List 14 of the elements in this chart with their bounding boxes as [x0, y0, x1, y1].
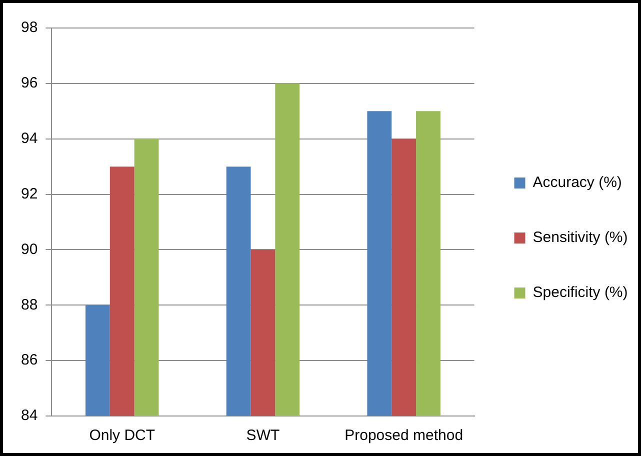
y-tick-label: 98 [20, 19, 38, 36]
legend-label: Sensitivity (%) [532, 229, 628, 246]
y-tick-label: 96 [20, 74, 38, 92]
legend-label: Specificity (%) [532, 284, 628, 302]
y-tick-label: 84 [20, 407, 38, 424]
x-tick-label: Only DCT [89, 427, 156, 444]
y-tick-label: 90 [20, 240, 38, 258]
y-tick-label: 92 [20, 185, 38, 202]
y-tick-label: 86 [20, 352, 38, 369]
x-tick-label: Proposed method [344, 427, 464, 444]
y-tick-label: 88 [20, 296, 38, 314]
x-tick-label: SWT [246, 427, 280, 444]
y-tick-label: 94 [20, 130, 38, 147]
legend-label: Accuracy (%) [532, 174, 622, 192]
